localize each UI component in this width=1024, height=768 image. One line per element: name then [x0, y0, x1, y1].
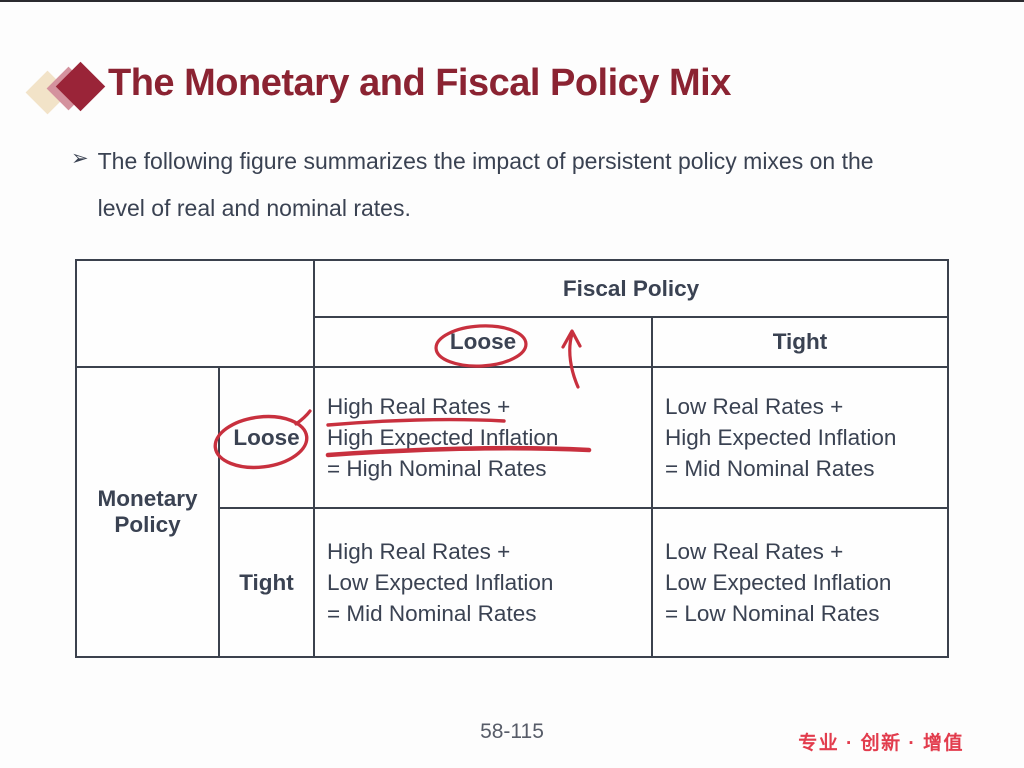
page-title: The Monetary and Fiscal Policy Mix: [108, 62, 731, 104]
cell-line: = Mid Nominal Rates: [327, 601, 537, 626]
cell-line: Low Expected Inflation: [327, 570, 554, 595]
cell-tight-tight: Low Real Rates + Low Expected Inflation …: [650, 507, 950, 658]
table-corner-blank-cell: [75, 259, 315, 368]
policy-mix-table: Fiscal Policy Loose Tight Monetary Polic…: [75, 259, 950, 658]
cell-tight-loose: High Real Rates + Low Expected Inflation…: [313, 507, 653, 658]
brand-slogan: 专业 · 创新 · 增值: [798, 733, 964, 754]
fiscal-loose-header: Loose: [313, 316, 653, 368]
cell-line: High Expected Inflation: [665, 425, 897, 450]
cell-loose-tight: Low Real Rates + High Expected Inflation…: [650, 366, 950, 509]
bullet-arrow-icon: ➢: [71, 146, 89, 170]
top-edge-line: [0, 0, 1024, 2]
cell-line: = Mid Nominal Rates: [665, 456, 875, 481]
bullet-text: The following figure summarizes the impa…: [97, 148, 874, 221]
fiscal-tight-header: Tight: [650, 316, 950, 368]
cell-line: Low Real Rates +: [665, 539, 844, 564]
monetary-loose-header: Loose: [218, 366, 315, 509]
cell-line: High Real Rates +: [327, 394, 511, 419]
cell-line: Low Expected Inflation: [665, 570, 892, 595]
cell-line: = Low Nominal Rates: [665, 601, 880, 626]
page-number: 58-115: [480, 720, 544, 743]
cell-loose-loose: High Real Rates + High Expected Inflatio…: [313, 366, 653, 509]
bullet-item: ➢ The following figure summarizes the im…: [71, 138, 926, 232]
monetary-tight-header: Tight: [218, 507, 315, 658]
cell-line: Low Real Rates +: [665, 394, 844, 419]
cell-line: = High Nominal Rates: [327, 456, 547, 481]
monetary-policy-header: Monetary Policy: [75, 366, 220, 658]
cell-line: High Real Rates +: [327, 539, 511, 564]
fiscal-policy-header: Fiscal Policy: [312, 259, 950, 318]
cell-line: High Expected Inflation: [327, 425, 559, 450]
